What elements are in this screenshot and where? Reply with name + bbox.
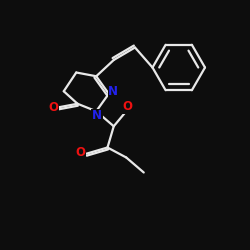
Text: N: N [108, 85, 118, 98]
Text: O: O [76, 146, 86, 159]
Text: N: N [92, 109, 102, 122]
Text: O: O [122, 100, 132, 113]
Text: O: O [48, 101, 58, 114]
